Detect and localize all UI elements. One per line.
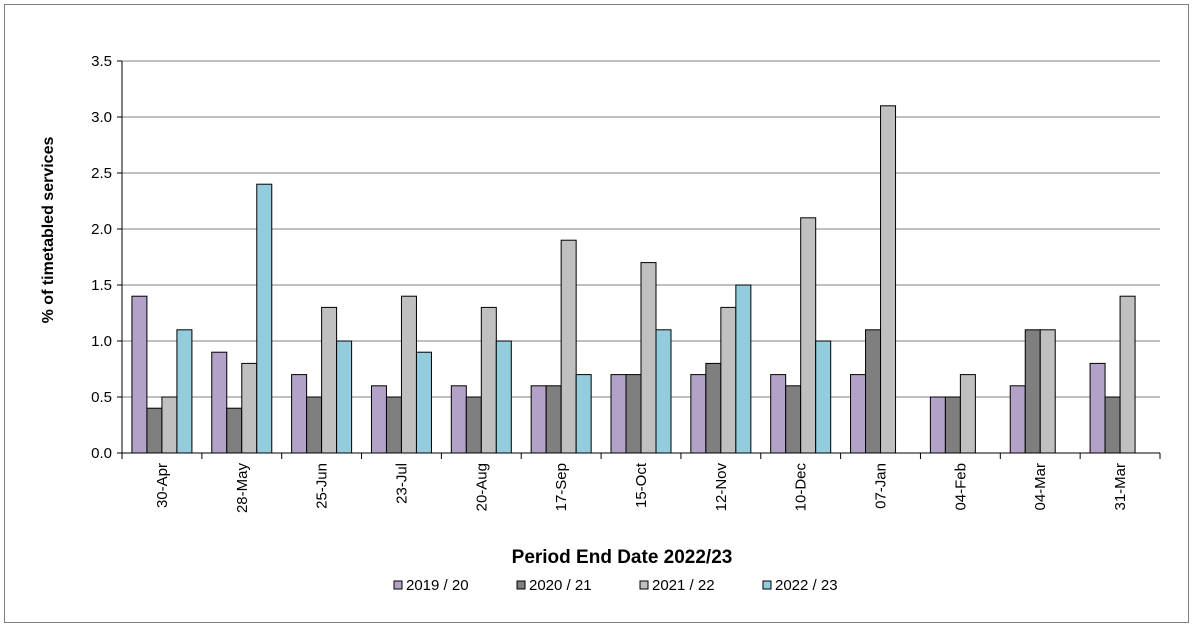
bar-3 [1119,295,1136,454]
bar-3 [321,306,338,454]
bar-1 [850,374,867,454]
bar-3 [560,239,577,454]
bar-4 [575,374,592,454]
bar-1 [1009,385,1026,454]
x-tick-labels: 30-Apr 28-May 25-Jun 23-Jul 20-Aug 17-Sep 15-O… [154,462,1129,513]
x-tick-label: 04-Mar [1032,463,1049,511]
x-tick-label: 31-Mar [1112,463,1129,511]
y-tick-label: 0.0 [91,445,112,462]
bar-2 [306,396,323,454]
bar-4 [176,329,193,454]
bar-3 [400,295,417,454]
bar-2 [705,362,722,454]
bar-4 [655,329,672,454]
bar-1 [1089,362,1106,454]
x-tick-label: 17-Sep [553,463,570,511]
bar-1 [690,374,707,454]
legend-label: 2020 / 21 [529,577,592,594]
bar-2 [1024,329,1041,454]
bar-1 [211,351,228,454]
bar-1 [370,385,387,454]
bar-4 [815,340,832,454]
x-tick-label: 15-Oct [633,462,650,508]
bar-1 [610,374,627,454]
x-axis-title: Period End Date 2022/23 [512,547,733,568]
bar-3 [800,217,817,454]
bar-4 [735,284,752,454]
bar-4 [415,351,432,454]
legend-label: 2022 / 23 [775,577,838,594]
x-tick-label: 28-May [234,463,251,514]
x-tick-label: 04-Feb [952,463,969,511]
bar-4 [336,340,353,454]
x-tick-label: 23-Jul [393,463,410,504]
x-tick-label: 30-Apr [154,463,171,508]
x-tick-label: 12-Nov [713,463,730,512]
y-tick-label: 1.5 [91,277,112,294]
bar-3 [241,362,258,454]
y-tick-label: 1.0 [91,333,112,350]
bar-3 [640,262,657,454]
bar-2 [465,396,482,454]
bar-1 [450,385,467,454]
bar-2 [385,396,402,454]
bar-2 [785,385,802,454]
bar-2 [1104,396,1121,454]
bar-3 [1039,329,1056,454]
bar-chart: 0.0 0.5 1.0 1.5 2.0 2.5 3.0 3.5 30-Apr 28-May 25-… [40,53,1161,594]
legend: 2019 / 20 2020 / 21 2021 / 22 2022 / 23 [393,577,838,594]
axes [121,61,1161,459]
bar-2 [146,407,163,454]
legend-swatch [393,580,403,590]
bar-2 [226,407,243,454]
y-tick-label: 2.0 [91,221,112,238]
bar-4 [495,340,512,454]
y-tick-label: 0.5 [91,389,112,406]
y-tick-label: 2.5 [91,165,112,182]
bar-2 [625,374,642,454]
y-tick-labels: 0.0 0.5 1.0 1.5 2.0 2.5 3.0 3.5 [91,53,122,462]
x-tick-label: 07-Jan [873,463,890,509]
bar-2 [944,396,961,454]
x-tick-label: 10-Dec [793,463,810,512]
bar-3 [161,396,178,454]
y-axis-title: % of timetabled services [40,137,57,324]
bar-3 [720,306,737,454]
bar-1 [770,374,787,454]
bar-1 [291,374,308,454]
bar-1 [131,295,148,454]
bar-3 [959,374,976,454]
legend-label: 2021 / 22 [652,577,715,594]
bar-2 [545,385,562,454]
bars [131,105,1136,454]
legend-label: 2019 / 20 [406,577,469,594]
chart-frame: 0.0 0.5 1.0 1.5 2.0 2.5 3.0 3.5 30-Apr 28-May 25-… [4,4,1189,623]
bar-2 [865,329,882,454]
x-tick-label: 20-Aug [473,463,490,511]
x-tick-label: 25-Jun [314,463,331,509]
bar-3 [480,306,497,454]
y-tick-label: 3.0 [91,109,112,126]
y-tick-label: 3.5 [91,53,112,70]
bar-1 [929,396,946,454]
bar-3 [880,105,897,454]
legend-swatch [639,580,649,590]
legend-swatch [516,580,526,590]
bar-4 [256,183,273,454]
bar-1 [530,385,547,454]
legend-swatch [762,580,772,590]
